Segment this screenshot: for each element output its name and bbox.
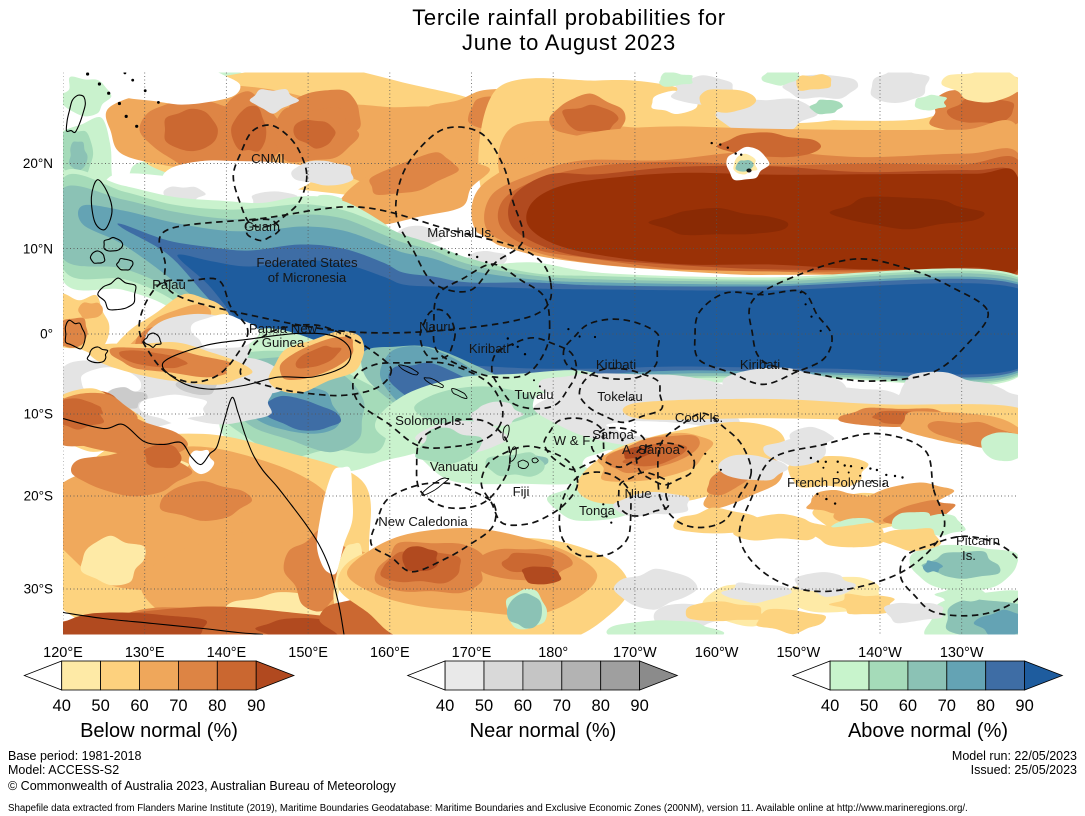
svg-text:70: 70 <box>169 697 187 715</box>
svg-text:Near normal (%): Near normal (%) <box>470 720 617 742</box>
svg-text:40: 40 <box>436 697 454 715</box>
svg-text:Guam: Guam <box>244 219 280 234</box>
svg-text:Cook Is.: Cook Is. <box>675 410 723 425</box>
svg-text:160°W: 160°W <box>695 645 739 661</box>
svg-text:160°E: 160°E <box>370 645 410 661</box>
svg-text:Tercile rainfall probabilities: Tercile rainfall probabilities for <box>412 5 726 30</box>
svg-text:© Commonwealth of Australia 20: © Commonwealth of Australia 2023, Austra… <box>8 779 397 793</box>
svg-text:Above normal (%): Above normal (%) <box>848 720 1008 742</box>
svg-text:New Caledonia: New Caledonia <box>378 514 468 529</box>
svg-text:60: 60 <box>899 697 917 715</box>
svg-text:90: 90 <box>247 697 265 715</box>
svg-text:Tonga: Tonga <box>579 503 616 518</box>
svg-text:10°S: 10°S <box>24 407 53 422</box>
svg-text:Papua New: Papua New <box>249 321 318 336</box>
svg-text:Pitcairn: Pitcairn <box>956 533 1000 548</box>
svg-text:90: 90 <box>630 697 648 715</box>
svg-text:150°W: 150°W <box>776 645 820 661</box>
svg-text:Model run: 22/05/2023: Model run: 22/05/2023 <box>952 749 1077 763</box>
svg-text:Base period: 1981-2018: Base period: 1981-2018 <box>8 749 141 763</box>
svg-text:60: 60 <box>514 697 532 715</box>
svg-text:Below normal (%): Below normal (%) <box>80 720 238 742</box>
svg-text:Kiribati: Kiribati <box>596 357 636 372</box>
svg-text:10°N: 10°N <box>23 241 53 256</box>
svg-text:170°W: 170°W <box>613 645 657 661</box>
svg-text:Issued: 25/05/2023: Issued: 25/05/2023 <box>971 763 1077 777</box>
svg-text:0°: 0° <box>40 327 53 342</box>
svg-text:40: 40 <box>53 697 71 715</box>
svg-text:70: 70 <box>938 697 956 715</box>
svg-text:A. Samoa: A. Samoa <box>622 442 681 457</box>
svg-text:Marshall Is.: Marshall Is. <box>427 225 494 240</box>
svg-text:50: 50 <box>860 697 878 715</box>
svg-text:60: 60 <box>130 697 148 715</box>
svg-text:130°E: 130°E <box>125 645 165 661</box>
svg-text:Tuvalu: Tuvalu <box>514 387 553 402</box>
svg-text:150°E: 150°E <box>288 645 328 661</box>
svg-text:June to August 2023: June to August 2023 <box>462 30 676 55</box>
svg-text:Palau: Palau <box>152 277 186 292</box>
svg-text:Is.: Is. <box>962 548 976 563</box>
svg-text:90: 90 <box>1015 697 1033 715</box>
svg-text:Kiribati: Kiribati <box>740 357 780 372</box>
svg-text:Guinea: Guinea <box>262 335 305 350</box>
svg-text:80: 80 <box>208 697 226 715</box>
svg-text:Model: ACCESS-S2: Model: ACCESS-S2 <box>8 763 119 777</box>
svg-text:80: 80 <box>977 697 995 715</box>
svg-text:Kiribati: Kiribati <box>469 341 509 356</box>
svg-text:French Polynesia: French Polynesia <box>787 475 890 490</box>
svg-text:Federated States: Federated States <box>256 255 358 270</box>
svg-text:50: 50 <box>475 697 493 715</box>
svg-text:Tokelau: Tokelau <box>597 389 642 404</box>
svg-text:140°E: 140°E <box>207 645 247 661</box>
svg-text:Niue: Niue <box>624 486 651 501</box>
svg-text:Shapefile data extracted from: Shapefile data extracted from Flanders M… <box>8 803 968 814</box>
svg-text:Vanuatu: Vanuatu <box>430 459 478 474</box>
svg-text:CNMI: CNMI <box>251 151 285 166</box>
svg-text:Samoa: Samoa <box>592 427 634 442</box>
svg-text:20°S: 20°S <box>24 489 53 504</box>
svg-text:80: 80 <box>592 697 610 715</box>
svg-text:70: 70 <box>553 697 571 715</box>
svg-text:Nauru: Nauru <box>419 319 455 334</box>
svg-text:140°W: 140°W <box>858 645 902 661</box>
svg-text:50: 50 <box>91 697 109 715</box>
svg-text:170°E: 170°E <box>452 645 492 661</box>
svg-text:120°E: 120°E <box>43 645 83 661</box>
svg-text:40: 40 <box>821 697 839 715</box>
svg-text:130°W: 130°W <box>940 645 984 661</box>
svg-text:of Micronesia: of Micronesia <box>268 270 347 285</box>
svg-text:Solomon Is.: Solomon Is. <box>395 413 465 428</box>
svg-text:20°N: 20°N <box>23 156 53 171</box>
svg-text:W & F: W & F <box>554 433 591 448</box>
svg-text:30°S: 30°S <box>24 582 53 597</box>
svg-text:Fiji: Fiji <box>513 484 530 499</box>
svg-text:180°: 180° <box>538 645 568 661</box>
